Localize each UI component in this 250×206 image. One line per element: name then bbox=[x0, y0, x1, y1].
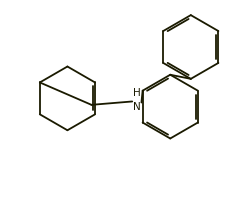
Text: H: H bbox=[134, 88, 141, 98]
Text: N: N bbox=[134, 102, 141, 112]
